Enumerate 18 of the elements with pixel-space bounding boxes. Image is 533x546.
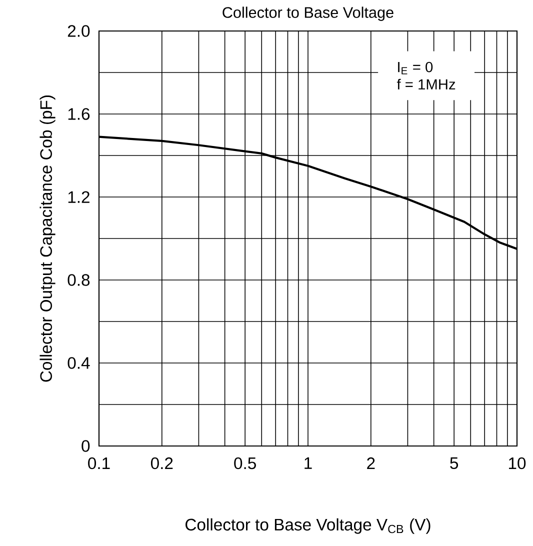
- y-tick-label: 1.6: [68, 108, 90, 120]
- chart-title: Collector to Base Voltage: [222, 6, 394, 21]
- x-tick-label: 1: [304, 457, 312, 469]
- x-tick-label: 5: [450, 457, 458, 470]
- x-tick-label: 0.2: [150, 457, 172, 470]
- x-tick-label: 0.1: [88, 457, 110, 470]
- y-tick-label: 2.0: [68, 25, 90, 37]
- annotation: I$_{E}$ = 0: [398, 62, 432, 74]
- annotation: f = 1MHz: [396, 78, 455, 90]
- y-tick-label: 1.2: [68, 191, 90, 203]
- y-tick-label: 0.8: [68, 274, 90, 286]
- y-axis-title: Collector Output Capacitance Cob (pF): [40, 96, 56, 382]
- x-tick-label: 0.5: [234, 457, 256, 470]
- x-axis-title: Collector to Base Voltage V$_{CB}$ (V): [185, 518, 430, 534]
- y-tick-label: 0: [82, 440, 90, 452]
- x-tick-label: 2: [366, 457, 375, 470]
- x-tick-label: 10: [508, 457, 526, 470]
- y-tick-label: 0.4: [68, 357, 90, 369]
